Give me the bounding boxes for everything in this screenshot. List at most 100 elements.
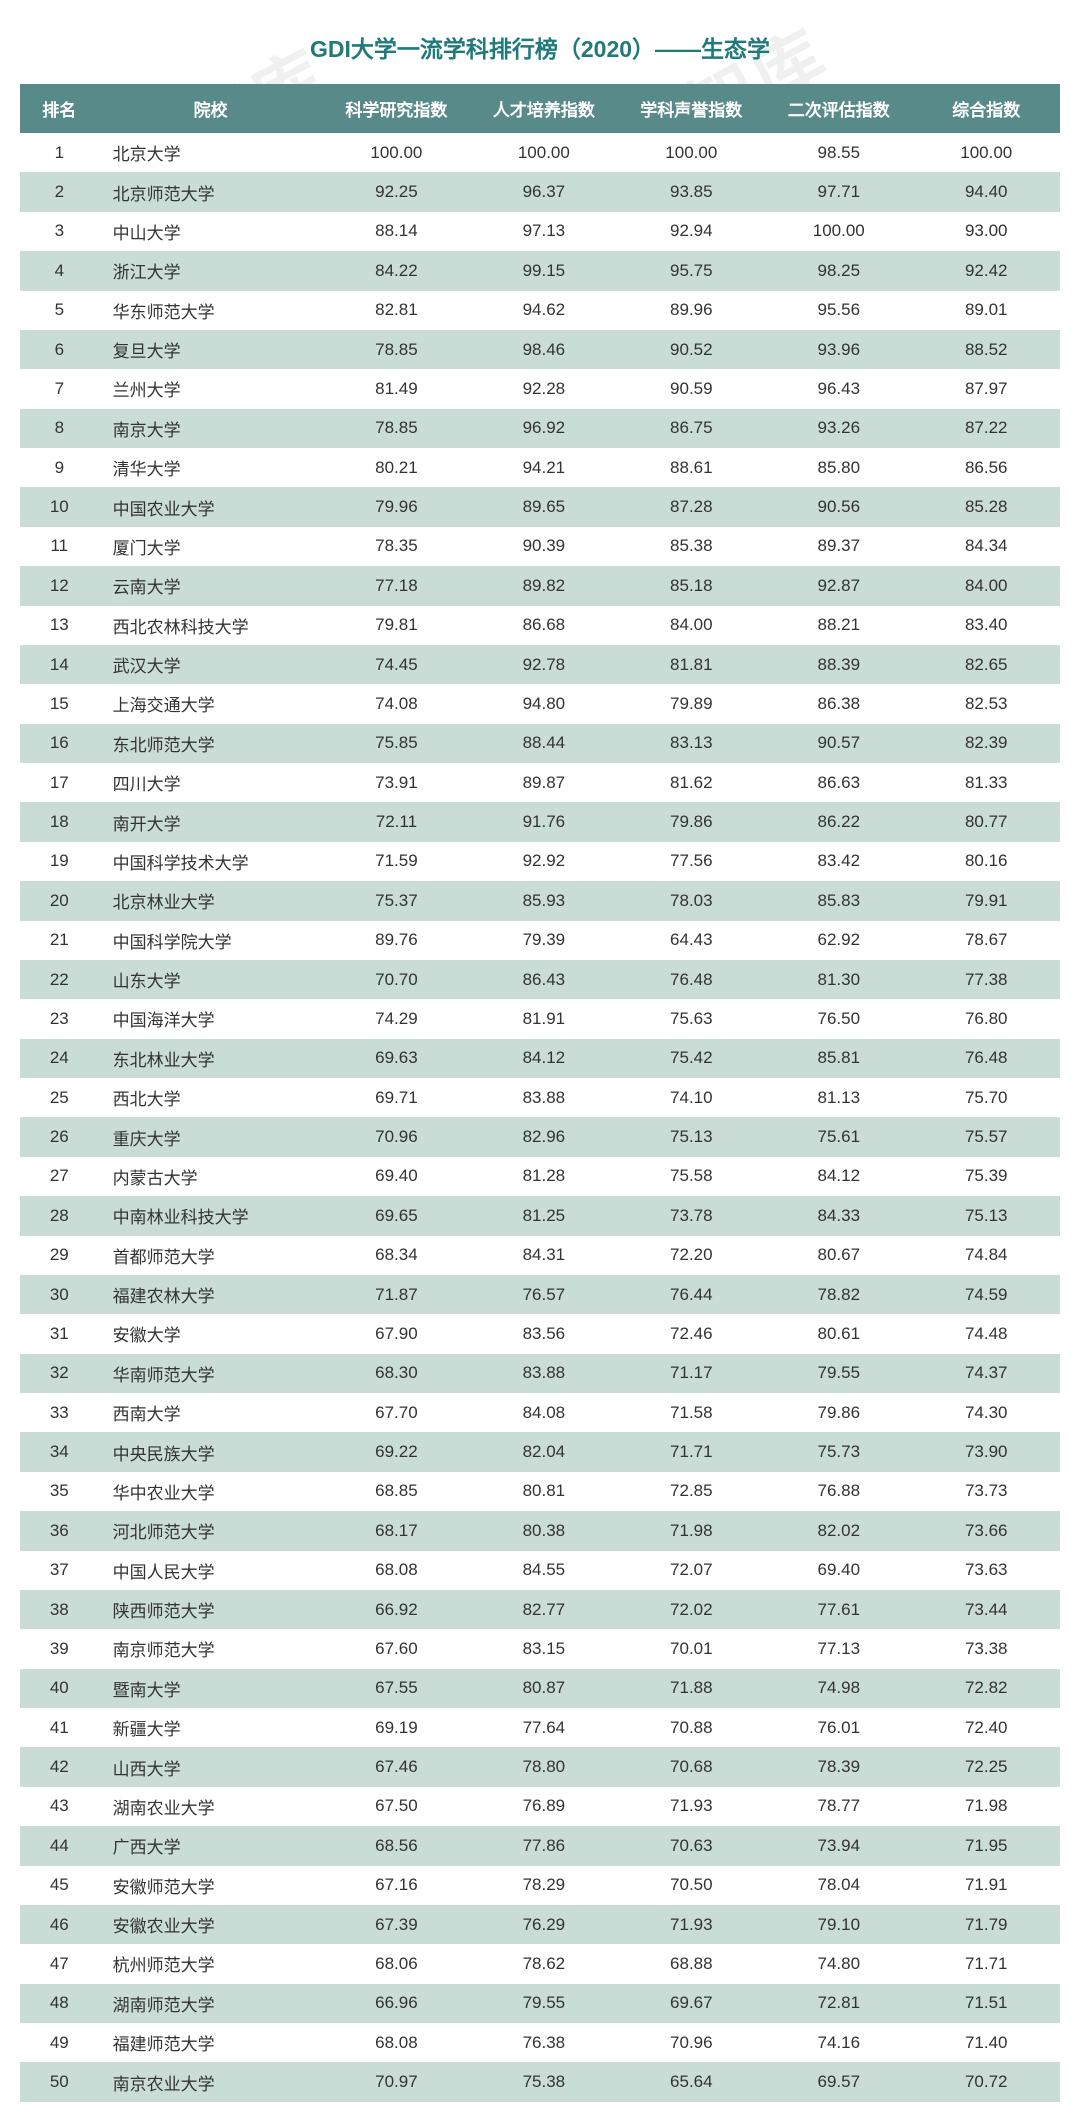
table-cell: 93.96	[765, 330, 912, 369]
table-row: 17四川大学73.9189.8781.6286.6381.33	[20, 763, 1060, 802]
table-cell: 78.82	[765, 1275, 912, 1314]
table-cell: 69.40	[765, 1551, 912, 1590]
table-cell: 东北林业大学	[99, 1039, 323, 1078]
table-cell: 75.58	[618, 1157, 765, 1196]
table-cell: 95.56	[765, 291, 912, 330]
table-cell: 74.10	[618, 1078, 765, 1117]
table-cell: 84.34	[912, 527, 1060, 566]
table-cell: 75.70	[912, 1078, 1060, 1117]
table-cell: 46	[20, 1905, 99, 1944]
table-row: 21中国科学院大学89.7679.3964.4362.9278.67	[20, 921, 1060, 960]
table-cell: 71.59	[323, 842, 470, 881]
table-cell: 78.85	[323, 330, 470, 369]
table-cell: 81.33	[912, 763, 1060, 802]
table-cell: 92.87	[765, 566, 912, 605]
table-cell: 96.43	[765, 369, 912, 408]
table-cell: 中国科学技术大学	[99, 842, 323, 881]
table-cell: 17	[20, 763, 99, 802]
table-cell: 84.33	[765, 1196, 912, 1235]
table-row: 30福建农林大学71.8776.5776.4478.8274.59	[20, 1275, 1060, 1314]
table-cell: 81.28	[470, 1157, 617, 1196]
table-cell: 4	[20, 251, 99, 290]
table-row: 45安徽师范大学67.1678.2970.5078.0471.91	[20, 1866, 1060, 1905]
table-cell: 75.85	[323, 724, 470, 763]
table-cell: 75.57	[912, 1117, 1060, 1156]
table-cell: 67.60	[323, 1629, 470, 1668]
table-row: 36河北师范大学68.1780.3871.9882.0273.66	[20, 1511, 1060, 1550]
table-cell: 71.98	[618, 1511, 765, 1550]
table-cell: 67.70	[323, 1393, 470, 1432]
table-cell: 92.78	[470, 645, 617, 684]
table-row: 14武汉大学74.4592.7881.8188.3982.65	[20, 645, 1060, 684]
table-cell: 81.25	[470, 1196, 617, 1235]
table-cell: 13	[20, 606, 99, 645]
table-cell: 48	[20, 1984, 99, 2023]
table-cell: 23	[20, 999, 99, 1038]
table-cell: 81.62	[618, 763, 765, 802]
table-row: 42山西大学67.4678.8070.6878.3972.25	[20, 1747, 1060, 1786]
table-cell: 71.17	[618, 1354, 765, 1393]
table-row: 34中央民族大学69.2282.0471.7175.7373.90	[20, 1432, 1060, 1471]
table-cell: 76.38	[470, 2023, 617, 2062]
table-cell: 75.38	[470, 2062, 617, 2101]
table-row: 44广西大学68.5677.8670.6373.9471.95	[20, 1826, 1060, 1865]
table-row: 25西北大学69.7183.8874.1081.1375.70	[20, 1078, 1060, 1117]
table-cell: 43	[20, 1787, 99, 1826]
table-cell: 80.87	[470, 1669, 617, 1708]
table-cell: 首都师范大学	[99, 1236, 323, 1275]
table-cell: 中国科学院大学	[99, 921, 323, 960]
table-cell: 73.78	[618, 1196, 765, 1235]
table-cell: 79.55	[470, 1984, 617, 2023]
table-cell: 湖南农业大学	[99, 1787, 323, 1826]
table-cell: 5	[20, 291, 99, 330]
table-cell: 72.25	[912, 1747, 1060, 1786]
table-row: 1北京大学100.00100.00100.0098.55100.00	[20, 133, 1060, 172]
table-header-cell: 科学研究指数	[323, 84, 470, 133]
table-cell: 71.93	[618, 1787, 765, 1826]
table-cell: 厦门大学	[99, 527, 323, 566]
table-cell: 83.88	[470, 1354, 617, 1393]
table-cell: 复旦大学	[99, 330, 323, 369]
table-cell: 90.39	[470, 527, 617, 566]
table-cell: 92.94	[618, 212, 765, 251]
table-cell: 94.40	[912, 172, 1060, 211]
table-cell: 77.56	[618, 842, 765, 881]
table-cell: 74.59	[912, 1275, 1060, 1314]
table-cell: 76.48	[912, 1039, 1060, 1078]
table-cell: 34	[20, 1432, 99, 1471]
table-cell: 89.65	[470, 487, 617, 526]
table-cell: 89.76	[323, 921, 470, 960]
table-cell: 西北农林科技大学	[99, 606, 323, 645]
table-cell: 73.94	[765, 1826, 912, 1865]
table-cell: 82.65	[912, 645, 1060, 684]
table-cell: 75.37	[323, 881, 470, 920]
table-row: 35华中农业大学68.8580.8172.8576.8873.73	[20, 1472, 1060, 1511]
table-cell: 10	[20, 487, 99, 526]
table-cell: 89.37	[765, 527, 912, 566]
table-cell: 76.88	[765, 1472, 912, 1511]
table-cell: 中国海洋大学	[99, 999, 323, 1038]
table-cell: 78.85	[323, 409, 470, 448]
table-cell: 85.80	[765, 448, 912, 487]
table-cell: 62.92	[765, 921, 912, 960]
table-cell: 74.08	[323, 684, 470, 723]
table-cell: 71.58	[618, 1393, 765, 1432]
table-row: 3中山大学88.1497.1392.94100.0093.00	[20, 212, 1060, 251]
table-row: 46安徽农业大学67.3976.2971.9379.1071.79	[20, 1905, 1060, 1944]
table-cell: 69.40	[323, 1157, 470, 1196]
table-cell: 65.64	[618, 2062, 765, 2101]
table-cell: 67.39	[323, 1905, 470, 1944]
table-cell: 96.37	[470, 172, 617, 211]
page-title: GDI大学一流学科排行榜（2020）——生态学	[20, 30, 1060, 64]
table-cell: 82.04	[470, 1432, 617, 1471]
table-cell: 安徽大学	[99, 1314, 323, 1353]
table-cell: 70.70	[323, 960, 470, 999]
table-cell: 80.77	[912, 802, 1060, 841]
table-cell: 69.19	[323, 1708, 470, 1747]
table-cell: 中南林业科技大学	[99, 1196, 323, 1235]
table-cell: 86.43	[470, 960, 617, 999]
table-cell: 四川大学	[99, 763, 323, 802]
table-cell: 74.37	[912, 1354, 1060, 1393]
table-cell: 32	[20, 1354, 99, 1393]
table-cell: 76.80	[912, 999, 1060, 1038]
